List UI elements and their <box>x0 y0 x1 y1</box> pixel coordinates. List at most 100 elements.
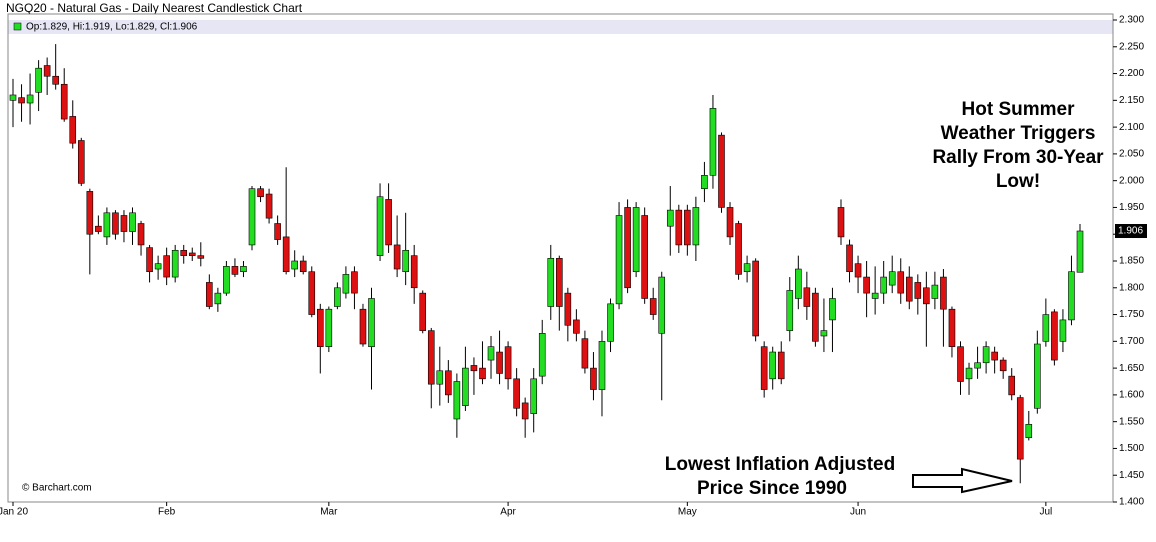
x-tick-label: Jun <box>850 507 866 518</box>
candle-body <box>564 292 572 326</box>
candle-body <box>385 199 392 246</box>
candle-body <box>154 263 162 270</box>
candle-body <box>590 367 597 390</box>
candle-body <box>496 351 503 374</box>
arrow <box>912 467 1013 494</box>
candle-body <box>334 287 341 307</box>
candle-body <box>351 271 358 294</box>
candle-body <box>914 282 922 299</box>
annotation: Lowest Inflation Adjusted <box>665 454 895 475</box>
candle-body <box>427 330 435 385</box>
candle-body <box>684 209 691 246</box>
candle-body <box>931 284 939 299</box>
y-tick-label: 1.850 <box>1119 256 1144 267</box>
annotation: Weather Triggers <box>941 123 1096 144</box>
info-band <box>8 20 1113 34</box>
x-tick-label: Jan 20 <box>0 507 28 518</box>
candle-body <box>316 308 324 347</box>
candle-body <box>718 134 725 208</box>
candle-body <box>1016 397 1024 460</box>
candle-body <box>846 244 853 273</box>
y-tick-label: 1.450 <box>1119 470 1144 481</box>
y-tick-label: 2.100 <box>1119 122 1144 133</box>
candle-body <box>445 370 452 396</box>
candle-body <box>206 282 213 307</box>
x-tick-label: Mar <box>320 507 338 518</box>
candle-body <box>581 338 589 369</box>
candle-body <box>752 260 759 337</box>
candle-body <box>530 378 537 414</box>
candle-body <box>342 274 350 294</box>
candle-body <box>376 196 384 256</box>
candle-body <box>487 346 495 361</box>
candle-body <box>854 263 862 278</box>
candle-body <box>1034 343 1041 409</box>
candle-body <box>77 140 85 184</box>
candle-body <box>829 298 836 321</box>
candle-body <box>95 225 102 232</box>
candle-body <box>393 244 401 270</box>
watermark: © Barchart.com <box>22 483 92 494</box>
candle-body <box>649 298 657 315</box>
y-tick-label: 2.150 <box>1119 95 1144 106</box>
candle-body <box>803 287 811 307</box>
candle-body <box>1008 375 1016 396</box>
candle-body <box>419 292 427 331</box>
candle-body <box>436 370 444 385</box>
candle-body <box>675 209 683 246</box>
last-price-label: 1.906 <box>1118 226 1143 237</box>
candle-body <box>1068 271 1075 321</box>
candle-body <box>777 351 785 380</box>
y-tick-label: 2.200 <box>1119 68 1144 79</box>
candle-body <box>521 402 529 420</box>
candle-body <box>538 332 546 377</box>
candle-body <box>863 276 870 294</box>
y-tick-label: 2.250 <box>1119 41 1144 52</box>
candle-body <box>556 258 563 307</box>
y-tick-label: 2.300 <box>1119 15 1144 26</box>
x-tick-label: Apr <box>500 507 516 518</box>
candle-body <box>888 271 896 286</box>
candle-body <box>223 266 230 294</box>
candle-body <box>462 367 469 406</box>
y-tick-label: 1.550 <box>1119 416 1144 427</box>
candle-body <box>240 266 247 273</box>
candle-body <box>743 263 751 273</box>
candle-body <box>86 191 94 235</box>
candle-body <box>974 362 981 369</box>
candle-body <box>299 260 307 273</box>
chart-title: NGQ20 - Natural Gas - Daily Nearest Cand… <box>6 1 303 15</box>
candle-body <box>871 292 879 299</box>
candle-body <box>991 351 998 361</box>
candle-body <box>129 212 136 232</box>
candle-body <box>607 303 614 342</box>
candle-body <box>308 271 316 315</box>
candle-body <box>982 346 990 364</box>
candle-body <box>1076 230 1084 273</box>
candle-body <box>658 276 666 334</box>
candle-body <box>120 215 128 232</box>
candle-body <box>1059 319 1067 342</box>
y-tick-label: 2.050 <box>1119 149 1144 160</box>
candle-body <box>701 175 708 189</box>
candle-body <box>402 249 409 273</box>
candle-body <box>735 223 742 275</box>
x-tick-label: Jul <box>1039 507 1052 518</box>
y-tick-label: 1.600 <box>1119 390 1144 401</box>
candle-body <box>137 223 145 246</box>
candle-body <box>573 319 580 334</box>
candle-body <box>359 308 367 345</box>
candle-body <box>248 188 256 246</box>
candle-body <box>820 330 828 337</box>
candle-body <box>35 67 42 93</box>
candle-body <box>410 255 418 289</box>
candle-body <box>282 236 290 273</box>
candle-body <box>795 268 802 299</box>
candle-body <box>666 209 674 227</box>
candle-body <box>726 207 734 238</box>
candle-body <box>760 346 768 390</box>
candle-body <box>624 207 631 289</box>
candle-body <box>1042 314 1050 342</box>
candle-body <box>18 97 25 104</box>
